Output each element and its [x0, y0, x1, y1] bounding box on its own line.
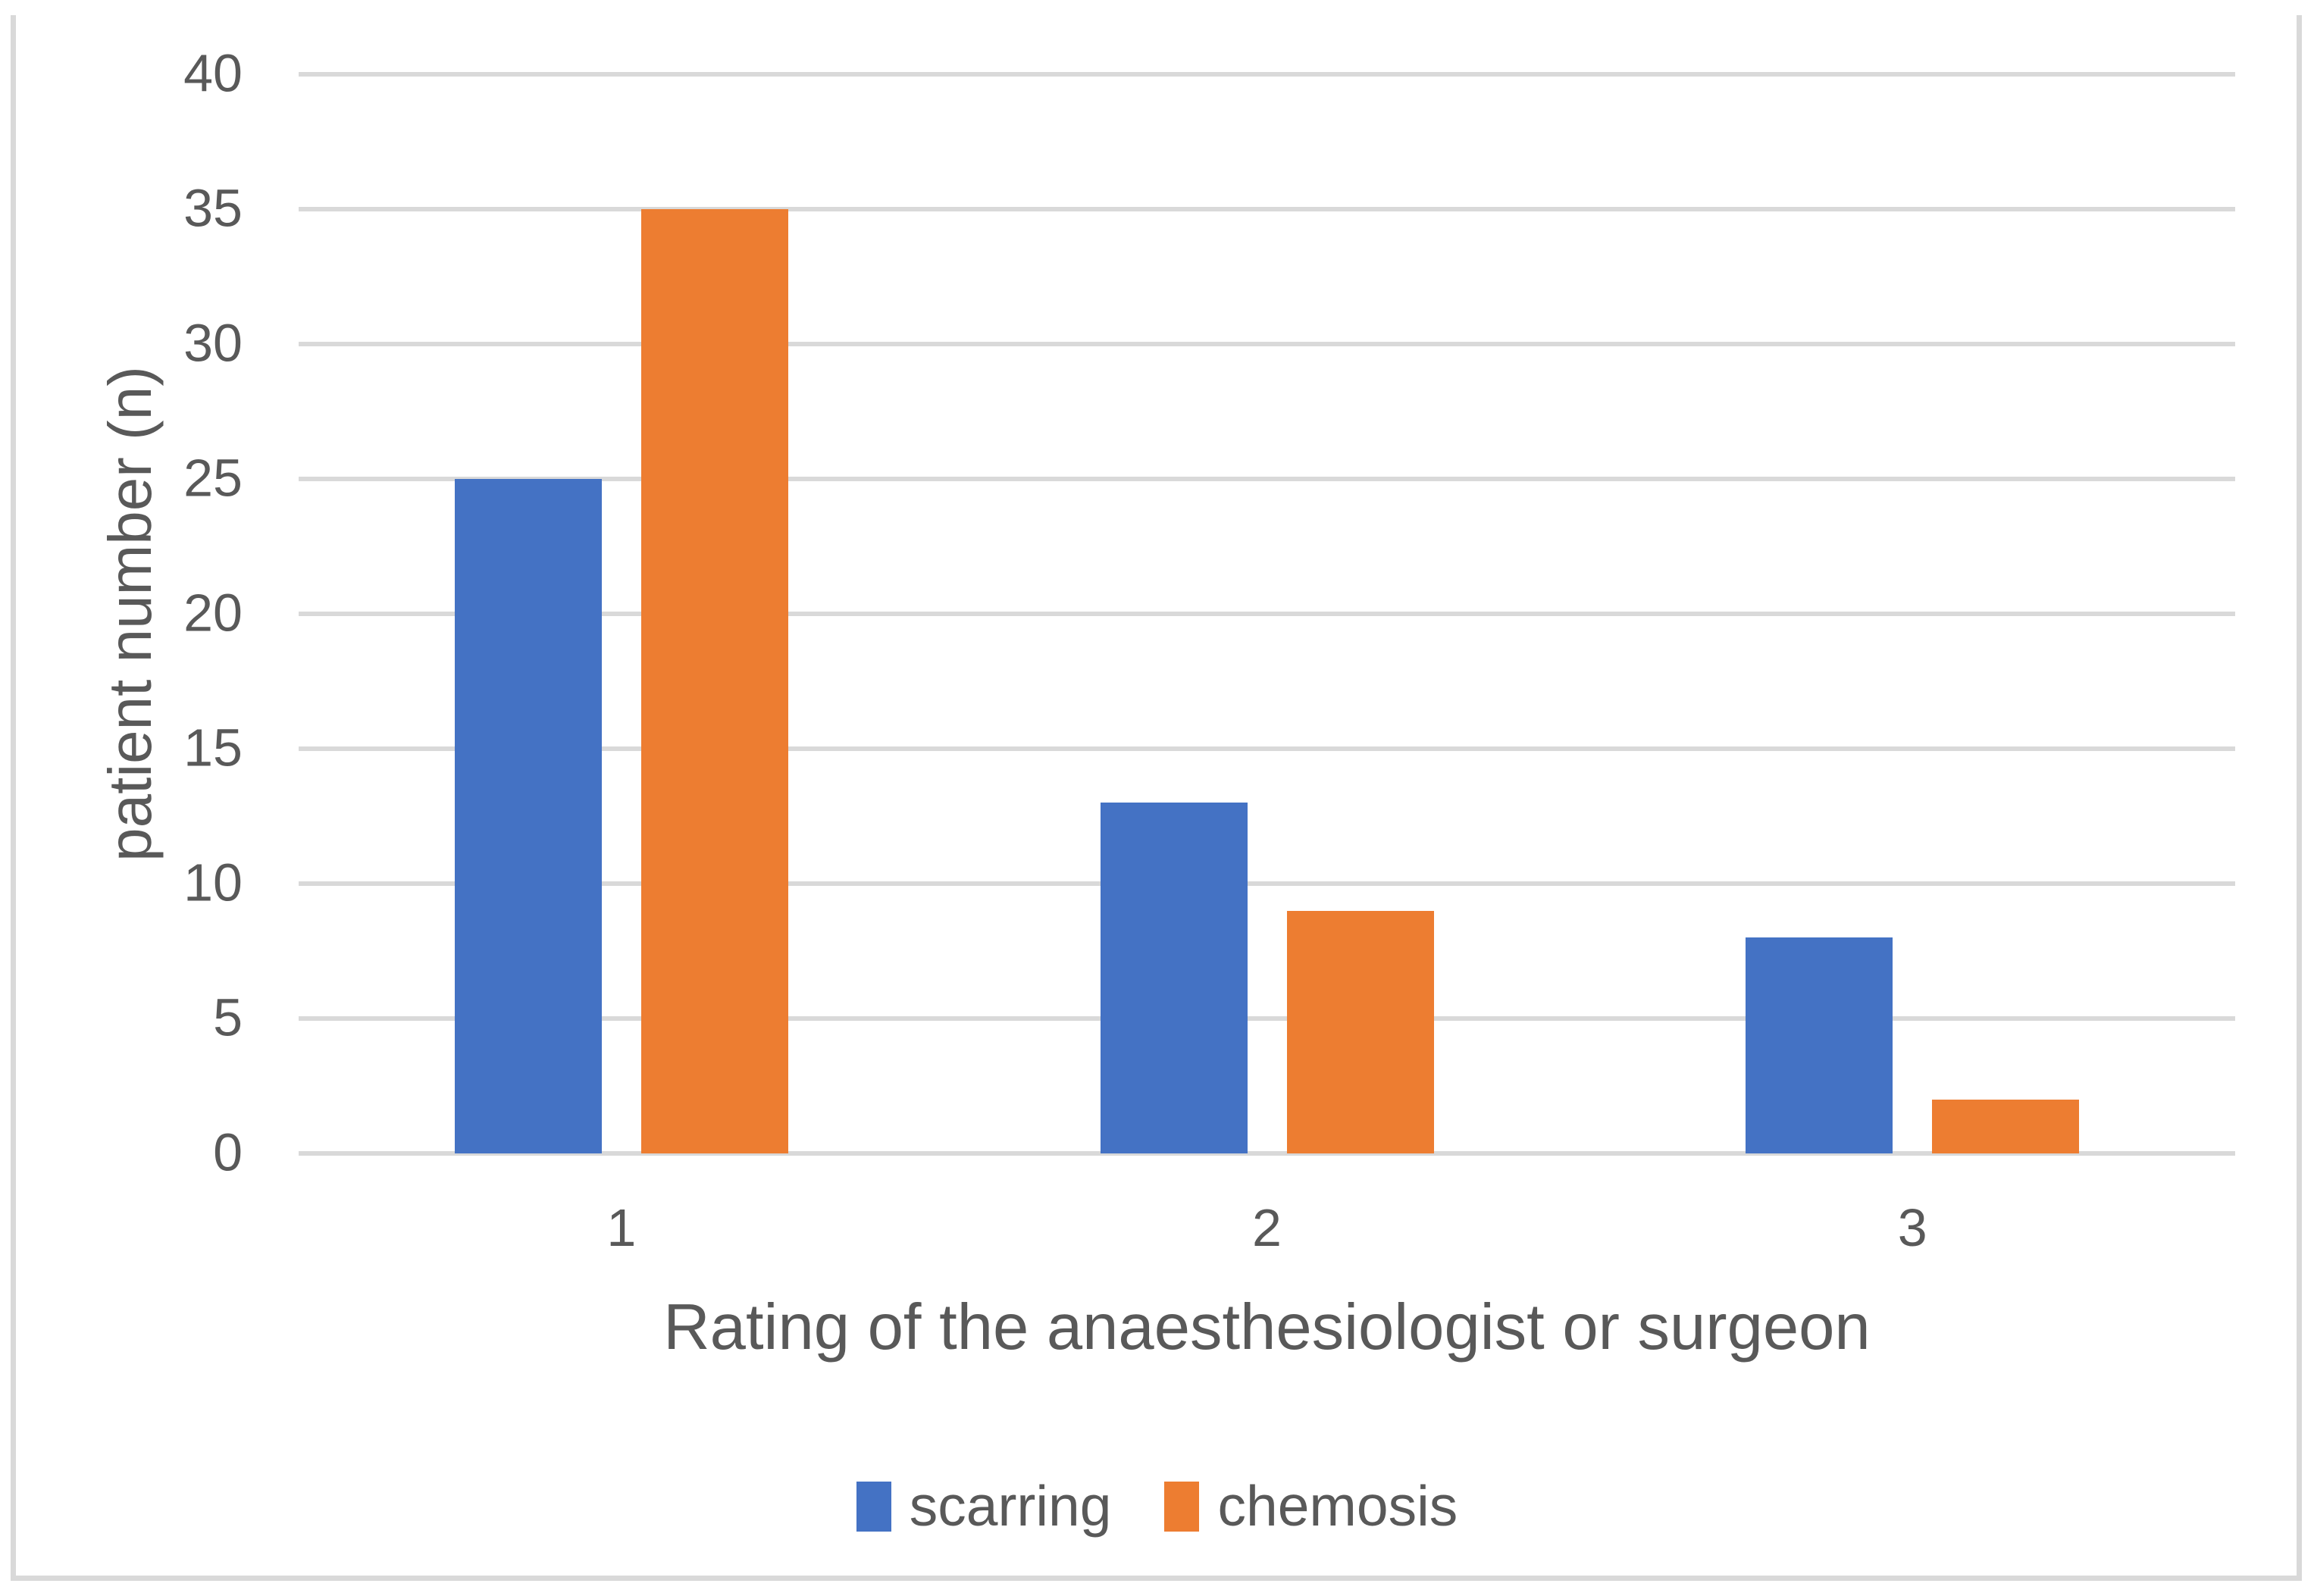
y-tick-label-25: 25: [183, 448, 243, 508]
x-tick-label-2: 2: [1252, 1198, 1282, 1257]
y-tick-label-30: 30: [183, 313, 243, 373]
bar-scarring-3: [1746, 937, 1893, 1153]
y-tick-label-10: 10: [183, 853, 243, 912]
legend-item-scarring: scarring: [856, 1474, 1112, 1538]
bar-chemosis-3: [1932, 1099, 2080, 1153]
bar-chemosis-2: [1286, 910, 1434, 1153]
y-tick-label-15: 15: [183, 718, 243, 778]
x-axis-title: Rating of the anaesthesiologist or surge…: [663, 1291, 1871, 1363]
figure-border-left: [11, 15, 16, 1581]
legend-label-chemosis: chemosis: [1217, 1474, 1458, 1538]
x-tick-label-1: 1: [606, 1198, 637, 1257]
gridline-15: [299, 746, 2235, 751]
y-tick-label-20: 20: [183, 583, 243, 643]
legend-marker-scarring: [856, 1481, 891, 1532]
x-tick-label-3: 3: [1897, 1198, 1927, 1257]
gridline-20: [299, 612, 2235, 616]
plot-area: [299, 72, 2235, 1156]
legend-item-chemosis: chemosis: [1164, 1478, 1458, 1535]
gridline-10: [299, 881, 2235, 886]
gridline-30: [299, 342, 2235, 346]
y-axis-tick-labels: 0 5 10 15 20 25 30 35 40: [0, 47, 243, 1179]
bar-scarring-1: [454, 479, 602, 1153]
gridline-0: [299, 1151, 2235, 1156]
y-tick-label-5: 5: [213, 987, 243, 1047]
gridline-40: [299, 72, 2235, 77]
legend: scarring chemosis: [0, 1478, 2314, 1535]
y-tick-label-0: 0: [213, 1122, 243, 1182]
gridline-25: [299, 477, 2235, 481]
gridline-5: [299, 1016, 2235, 1021]
bar-scarring-2: [1100, 803, 1248, 1153]
y-tick-label-40: 40: [183, 43, 243, 103]
figure-border-right: [2297, 15, 2302, 1581]
y-tick-label-35: 35: [183, 178, 243, 238]
figure-border-bottom: [11, 1576, 2302, 1581]
x-axis-tick-labels: 1 2 3: [299, 1201, 2235, 1262]
gridline-35: [299, 207, 2235, 211]
legend-label-scarring: scarring: [909, 1474, 1112, 1538]
legend-marker-chemosis: [1164, 1481, 1200, 1532]
bar-chemosis-1: [640, 209, 788, 1153]
